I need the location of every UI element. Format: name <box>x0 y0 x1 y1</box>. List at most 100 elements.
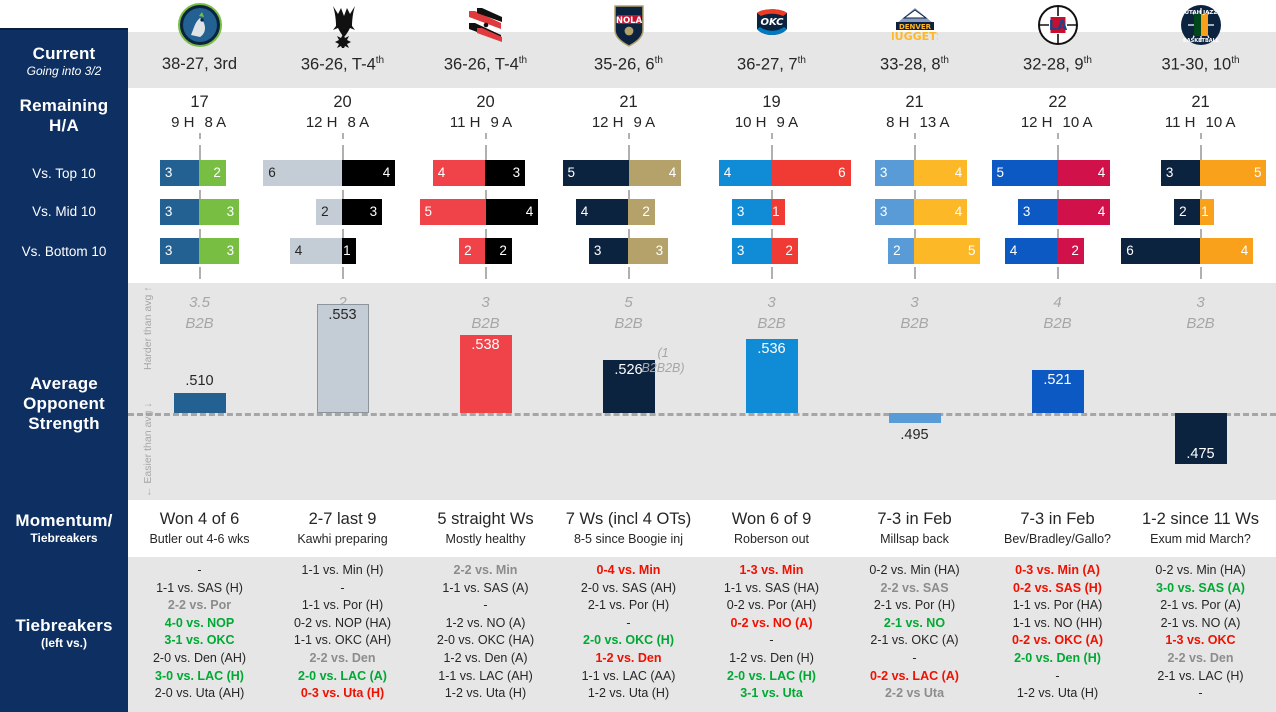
tiebreaker-row: 2-0 vs. OKC (HA) <box>436 633 535 648</box>
ha-bar-home-lac-1: 3 <box>1017 199 1058 225</box>
tiebreaker-row: 1-1 vs. SAS (HA) <box>723 580 820 595</box>
momentum-line2-sas: Kawhi preparing <box>297 532 388 546</box>
momentum-line1-nop: 7 Ws (incl 4 OTs) <box>565 510 692 528</box>
momentum-line1-okc: Won 6 of 9 <box>731 510 812 528</box>
team-header-lac: LA 32-28, 9th <box>986 0 1129 75</box>
team-header-den: DENVERNUGGETS 33-28, 8th <box>843 0 986 75</box>
tiebreakers-min: - 1-1 vs. SAS (H) 2-2 vs. Por 4-0 vs. NOP 3-… <box>128 562 271 703</box>
ha-bar-home-sas-2: 4 <box>289 238 343 264</box>
tiebreaker-row: 2-2 vs. SAS <box>880 580 949 595</box>
tiebreaker-row: - <box>769 633 774 648</box>
strength-bar-por: .538 <box>459 335 512 413</box>
momentum-line2-por: Mostly healthy <box>445 532 526 546</box>
thunder-logo: OKC <box>700 0 843 48</box>
blazers-logo <box>414 0 557 48</box>
tiebreaker-row: 1-1 vs. Por (HA) <box>1012 598 1103 613</box>
ha-center-tick <box>1056 151 1059 161</box>
momentum-line2-nop: 8-5 since Boogie inj <box>573 532 684 546</box>
svg-text:BASKETBALL: BASKETBALL <box>1182 38 1219 44</box>
momentum-min: Won 4 of 6 Butler out 4-6 wks <box>128 508 271 548</box>
momentum-nop: 7 Ws (incl 4 OTs) 8-5 since Boogie inj <box>557 508 700 548</box>
tiebreaker-row: 2-0 vs. OKC (H) <box>583 633 674 648</box>
tiebreaker-row: - <box>483 598 488 613</box>
ha-center-tick <box>484 133 487 151</box>
strength-value-sas: .553 <box>328 307 357 324</box>
rail-label-current: Current Going into 3/2 <box>0 44 128 79</box>
strength-value-nop: .526 <box>614 361 643 378</box>
ha-bar-away-okc-1: 1 <box>771 199 785 225</box>
b2b-extra-nop: (1 B2B2B) <box>641 346 685 375</box>
ha-bar-away-min-1: 3 <box>199 199 240 225</box>
ha-bar-home-min-2: 3 <box>159 238 200 264</box>
tiebreaker-row: 1-2 vs. Uta (H) <box>444 686 527 701</box>
tiebreaker-row: 1-2 vs. Den <box>595 650 662 665</box>
strength-value-min: .510 <box>185 372 214 389</box>
strength-value-lac: .521 <box>1043 371 1072 388</box>
tiebreaker-row: 2-1 vs. Por (H) <box>873 598 956 613</box>
b2b-value-sas: 2 <box>338 294 347 311</box>
ha-bar-home-sas-1: 2 <box>316 199 343 225</box>
svg-text:NOLA: NOLA <box>615 16 642 26</box>
ha-bar-home-min-1: 3 <box>159 199 200 225</box>
strength-bar-okc: .536 <box>745 339 798 413</box>
team-record-por: 36-26, T-4th <box>443 55 528 74</box>
ha-bar-home-nop-1: 4 <box>575 199 629 225</box>
ha-center-tick <box>770 267 773 279</box>
tiebreaker-row: 0-4 vs. Min <box>596 563 661 577</box>
tiebreaker-row: 1-1 vs. LAC (AA) <box>581 668 676 683</box>
ha-bar-home-por-1: 5 <box>419 199 486 225</box>
strength-value-den: .495 <box>900 427 929 444</box>
ha-center-tick <box>198 229 201 239</box>
team-record-den: 33-28, 8th <box>880 55 949 74</box>
tiebreaker-row: 2-0 vs. LAC (A) <box>298 668 387 683</box>
row-label-rail <box>0 30 128 712</box>
tiebreaker-row: 3-0 vs. SAS (A) <box>1156 580 1245 595</box>
strength-bar-nop: .526 <box>602 359 655 413</box>
rail-strength-line1: Average <box>30 374 98 393</box>
opponent-strength-chart: Harder than avg ↑ ← Easier than avg ↓ <box>128 283 1276 500</box>
ha-center-tick <box>341 267 344 279</box>
b2b-value-uta: 3 <box>1196 294 1205 311</box>
ha-bar-home-den-2: 2 <box>888 238 915 264</box>
ha-bar-away-nop-0: 4 <box>628 160 682 186</box>
ha-center-tick <box>913 267 916 279</box>
ha-center-tick <box>1199 133 1202 151</box>
rail-row-mid10: Vs. Mid 10 <box>32 204 96 219</box>
strength-bar-min: .510 <box>173 373 226 413</box>
ha-bar-away-sas-0: 4 <box>342 160 396 186</box>
pelicans-logo: NOLA <box>557 0 700 48</box>
tiebreaker-row: 1-1 vs. Min (H) <box>301 563 384 577</box>
tiebreaker-row: - <box>1055 668 1060 683</box>
tiebreakers-den: 0-2 vs. Min (HA) 2-2 vs. SAS 2-1 vs. Por (… <box>843 562 986 703</box>
tiebreaker-row: 2-1 vs. Por (A) <box>1160 598 1241 613</box>
strength-bar-uta: .475 <box>1174 413 1227 465</box>
ha-bar-home-nop-2: 3 <box>588 238 629 264</box>
team-record-lac: 32-28, 9th <box>1023 55 1092 74</box>
strength-bar-sas: .553 <box>316 304 369 413</box>
strength-value-por: .538 <box>471 337 500 354</box>
ha-center-tick <box>1056 133 1059 151</box>
rail-label-tiebreakers: Tiebreakers (left vs.) <box>0 616 128 651</box>
ha-center-tick <box>341 133 344 151</box>
tiebreaker-row: 1-2 vs. Den (H) <box>729 650 814 665</box>
ha-center-tick <box>484 151 487 161</box>
remaining-total-uta: 21 <box>1191 93 1210 111</box>
tiebreaker-row: 1-1 vs. OKC (AH) <box>293 633 392 648</box>
tiebreaker-row: 2-1 vs. OKC (A) <box>870 633 959 648</box>
rail-tb-line1: Tiebreakers <box>15 616 113 635</box>
rail-divider <box>126 30 128 712</box>
tiebreaker-row: 0-2 vs. NOP (HA) <box>293 615 391 630</box>
